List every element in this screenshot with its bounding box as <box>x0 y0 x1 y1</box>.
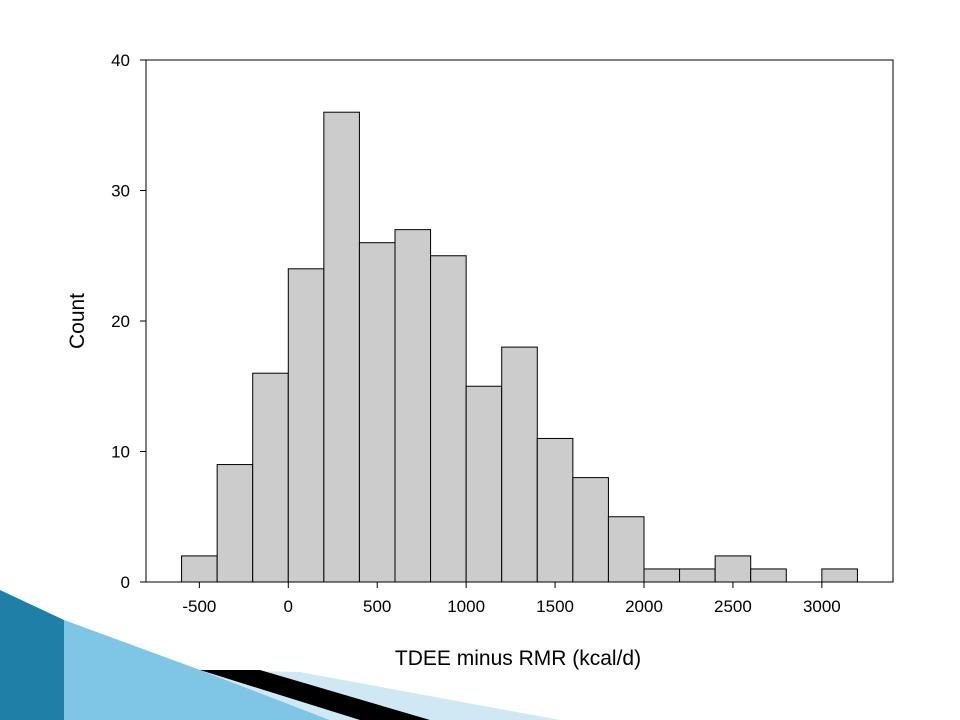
bars <box>181 111 858 583</box>
histogram-bar-14 <box>679 568 716 583</box>
y-axis-ticks: 0 10 20 30 40 <box>111 51 146 592</box>
histogram-bar-12 <box>607 516 645 583</box>
x-tick-label: 1000 <box>447 597 485 616</box>
decor-stripe-light <box>64 620 330 720</box>
y-tick-label: 10 <box>111 443 130 462</box>
y-tick-label: 40 <box>111 51 130 70</box>
x-axis-title: TDEE minus RMR (kcal/d) <box>395 647 641 670</box>
y-tick-label: 20 <box>111 312 130 331</box>
y-tick-label: 30 <box>111 182 130 201</box>
x-tick-label: 3000 <box>803 597 841 616</box>
y-tick-label: 0 <box>121 573 130 592</box>
histogram-bar-8 <box>465 385 503 583</box>
histogram-bar-18 <box>821 568 858 583</box>
histogram-bar-4 <box>323 111 360 583</box>
decor-stripe-black <box>200 670 430 720</box>
histogram-bar-0 <box>181 555 218 583</box>
histogram-bar-13 <box>643 568 681 583</box>
histogram-bar-16 <box>750 568 787 583</box>
histogram-bar-9 <box>501 346 538 583</box>
x-tick-label: -500 <box>182 597 216 616</box>
x-tick-label: 1500 <box>536 597 574 616</box>
histogram-bar-15 <box>714 555 752 583</box>
histogram-bar-11 <box>572 477 609 583</box>
histogram-bar-5 <box>358 242 396 583</box>
slide-corner-decoration <box>0 590 560 720</box>
histogram-bar-1 <box>216 464 254 583</box>
histogram-bar-2 <box>252 372 289 583</box>
x-axis-ticks: -500 0 500 1000 1500 2000 2500 3000 <box>182 582 841 616</box>
x-tick-label: 0 <box>284 597 293 616</box>
x-tick-label: 2500 <box>714 597 752 616</box>
decor-block-dark <box>0 590 64 720</box>
histogram-bar-10 <box>536 437 574 583</box>
x-tick-label: 500 <box>363 597 391 616</box>
y-axis-title: Count <box>66 293 89 349</box>
x-tick-label: 2000 <box>625 597 663 616</box>
histogram-bar-3 <box>287 268 325 583</box>
histogram-bar-7 <box>430 255 467 583</box>
histogram-bar-6 <box>394 229 432 583</box>
